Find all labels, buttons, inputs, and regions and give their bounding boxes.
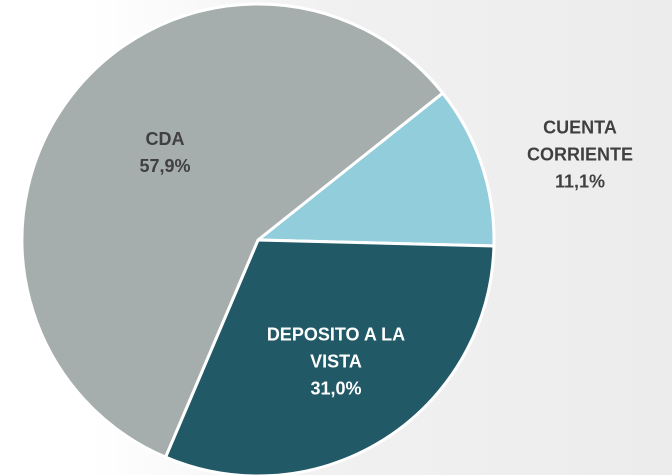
value-label: 57,9% bbox=[115, 153, 215, 180]
category-label: CDA bbox=[115, 126, 215, 153]
category-label: DEPOSITO A LA VISTA bbox=[261, 322, 411, 376]
category-label: CUENTA CORRIENTE bbox=[520, 115, 640, 169]
value-label: 31,0% bbox=[261, 376, 411, 403]
chart bbox=[0, 0, 672, 475]
value-label: 11,1% bbox=[520, 169, 640, 196]
page: {"chart_data": {"type": "pie", "categori… bbox=[0, 0, 672, 475]
